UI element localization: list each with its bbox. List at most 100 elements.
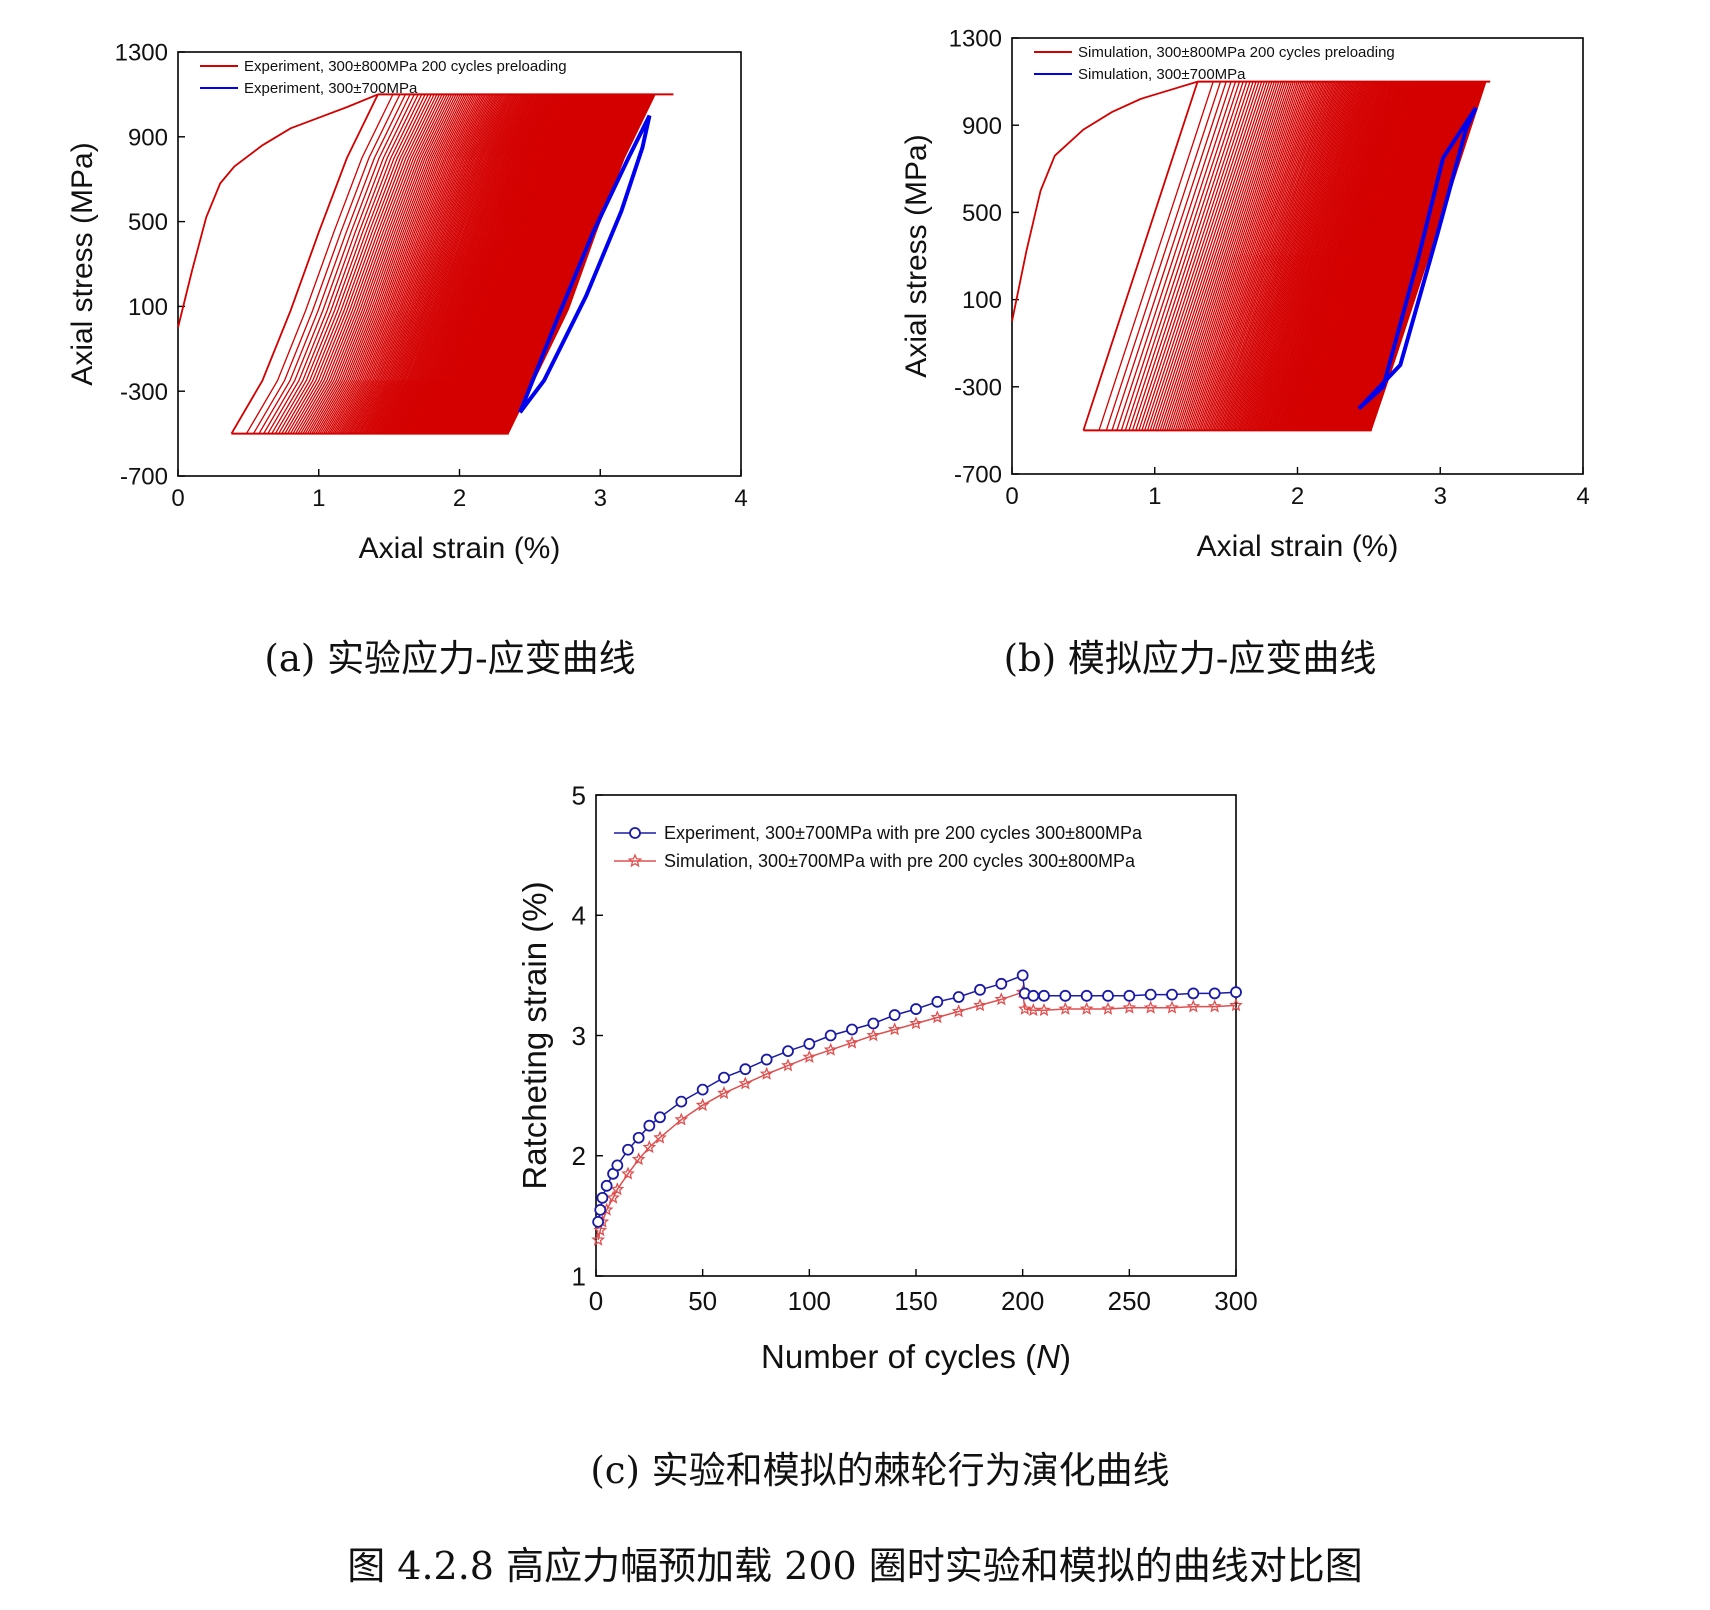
red-cycle: [1344, 81, 1461, 431]
data-point: [696, 1083, 709, 1096]
data-point: [866, 1028, 881, 1042]
red-cycle: [1159, 81, 1275, 431]
data-point: [909, 1016, 923, 1030]
data-point: [1016, 969, 1029, 982]
blue-loop: [518, 114, 652, 414]
data-point: [1101, 1001, 1115, 1015]
red-cycle: [1217, 81, 1333, 431]
x-tick-label: 2: [1291, 483, 1304, 510]
red-cycle: [449, 94, 598, 434]
red-cycle: [1230, 81, 1346, 431]
red-cycle: [1339, 81, 1456, 431]
data-point: [759, 1066, 774, 1080]
y-tick-label: 900: [962, 113, 1002, 140]
red-cycle: [466, 94, 615, 434]
red-cycle: [1317, 81, 1434, 431]
red-cycle: [1335, 81, 1451, 431]
red-cycle: [403, 94, 551, 434]
data-point: [1229, 998, 1243, 1012]
red-cycle: [416, 94, 564, 434]
red-cycle: [1328, 81, 1445, 431]
red-cycle: [245, 94, 394, 434]
red-cycle: [1261, 81, 1378, 431]
red-cycle: [405, 94, 553, 434]
red-cycle: [357, 94, 505, 434]
x-tick-label: 3: [1434, 483, 1447, 510]
red-cycle: [1135, 81, 1251, 431]
red-cycle: [345, 94, 493, 434]
red-cycle: [1182, 81, 1298, 431]
red-cycle: [1269, 81, 1386, 431]
red-cycle: [377, 94, 526, 434]
red-cycle: [367, 94, 515, 434]
red-cycle: [365, 94, 514, 434]
red-cycle: [309, 94, 457, 434]
data-point: [802, 1049, 817, 1063]
data-point: [610, 1182, 625, 1196]
red-cycle: [1292, 81, 1408, 431]
red-cycle: [490, 94, 638, 434]
red-cycle: [477, 94, 625, 434]
blue-loop: [1357, 106, 1478, 411]
red-cycle: [1200, 81, 1316, 431]
red-cycle: [497, 94, 645, 434]
red-cycle: [1131, 81, 1248, 431]
data-point: [717, 1086, 731, 1100]
caption-b: (b) 模拟应力-应变曲线: [1003, 637, 1377, 680]
data-point: [632, 1131, 645, 1144]
red-cycle: [1342, 81, 1459, 431]
series-line: [597, 991, 1237, 1241]
red-cycle: [1350, 81, 1467, 431]
red-cycle: [353, 94, 501, 434]
red-cycle: [1333, 81, 1449, 431]
red-cycle: [368, 94, 517, 434]
red-cycle: [1280, 81, 1397, 431]
red-cycle: [393, 94, 542, 434]
red-cycle: [415, 94, 563, 434]
data-point: [803, 1038, 816, 1050]
loop-band: [231, 94, 656, 434]
x-axis-label: Axial strain (%): [359, 532, 561, 565]
red-cycle: [317, 94, 465, 434]
red-cycle: [1341, 81, 1457, 431]
red-cycle: [1338, 81, 1455, 431]
legend-label: Simulation, 300±800MPa 200 cycles preloa…: [1078, 44, 1395, 61]
y-tick-label: -300: [120, 379, 168, 406]
red-cycle: [475, 94, 623, 434]
chart-b: 0 1 2 3 4 1300 900 500 100 -300 -700 Simulation, 30…: [900, 26, 1590, 563]
red-cycle: [302, 94, 450, 434]
red-cycle: [297, 94, 446, 434]
red-cycle: [287, 94, 435, 434]
red-cycle: [1196, 81, 1313, 431]
red-cycle: [1223, 81, 1339, 431]
red-cycle: [389, 94, 537, 434]
red-cycle: [1259, 81, 1375, 431]
red-cycle: [1152, 81, 1268, 431]
red-cycle: [1242, 81, 1358, 431]
red-cycle: [1098, 81, 1214, 431]
red-cycle: [382, 94, 531, 434]
red-cycle: [1116, 81, 1232, 431]
data-point: [1122, 1000, 1137, 1014]
red-cycle: [1320, 81, 1437, 431]
red-cycle: [471, 94, 619, 434]
red-cycle: [1348, 81, 1464, 431]
red-cycle: [413, 94, 562, 434]
data-point: [824, 1029, 837, 1042]
red-cycle: [1250, 81, 1367, 431]
y-tick-label: 500: [128, 209, 168, 236]
red-cycle: [1174, 81, 1291, 431]
red-cycle: [450, 94, 599, 434]
red-cycle: [465, 94, 613, 434]
red-cycle: [315, 94, 463, 434]
data-point: [1166, 988, 1178, 1001]
y-axis-label: Axial stress (MPa): [66, 142, 99, 385]
red-cycle: [1209, 81, 1326, 431]
red-cycle: [1278, 81, 1395, 431]
red-cycle: [349, 94, 498, 434]
red-cycle: [1244, 81, 1361, 431]
red-cycle: [1141, 81, 1257, 431]
red-cycle: [401, 94, 550, 434]
x-tick-label: 2: [453, 485, 466, 512]
red-cycle: [468, 94, 616, 434]
